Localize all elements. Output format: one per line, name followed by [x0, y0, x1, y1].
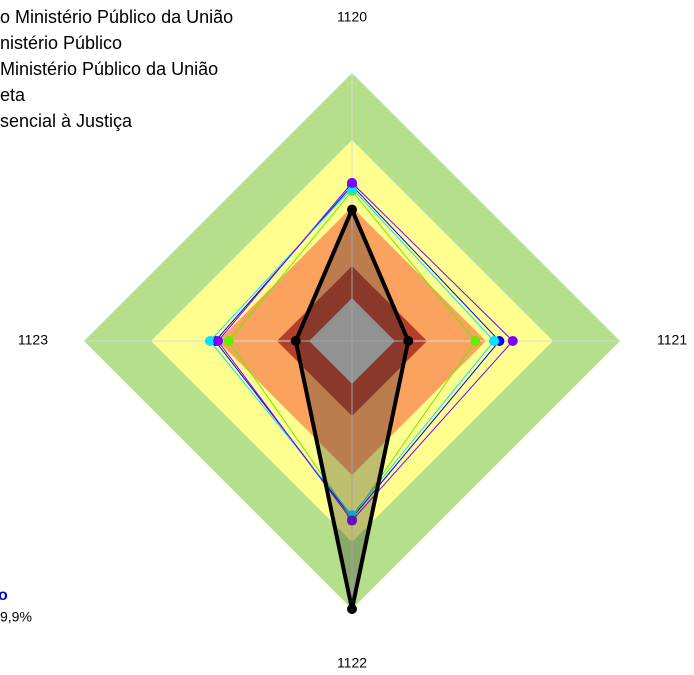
- point: [470, 336, 481, 346]
- point: [403, 336, 414, 346]
- point: [347, 177, 357, 188]
- axis-label: 1123: [18, 332, 48, 348]
- point: [223, 336, 234, 346]
- legend-label: eta: [0, 85, 26, 105]
- legend-label: sencial à Justiça: [0, 111, 133, 131]
- annotation: o: [0, 587, 8, 604]
- legend-label: o Ministério Público da União: [0, 7, 233, 27]
- legend-label: nistério Público: [0, 33, 122, 53]
- axis-label: 1122: [337, 655, 367, 671]
- axis-label: 1121: [657, 332, 687, 348]
- point: [507, 336, 518, 346]
- annotation: 9,9%: [0, 609, 32, 625]
- point: [290, 336, 301, 346]
- point: [213, 336, 223, 346]
- point: [347, 515, 357, 526]
- point: [347, 604, 357, 614]
- legend-label: Ministério Público da União: [0, 59, 218, 79]
- point: [204, 336, 215, 346]
- point: [347, 204, 357, 215]
- point: [489, 336, 500, 346]
- axis-label: 1120: [337, 9, 367, 25]
